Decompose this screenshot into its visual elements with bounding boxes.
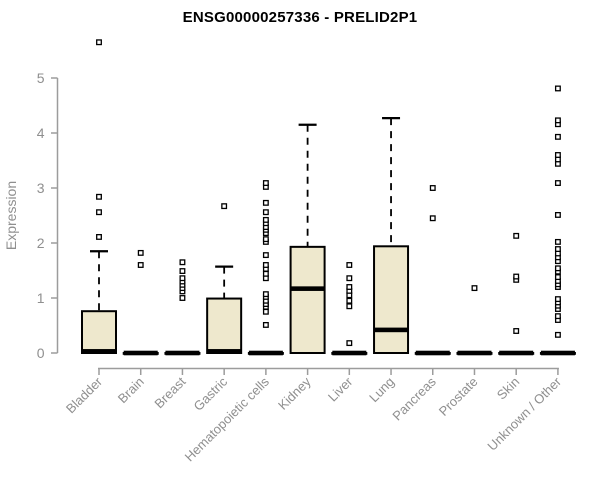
median-Kidney: [290, 286, 325, 291]
outlier-point: [262, 270, 269, 277]
outlier-point: [262, 262, 269, 268]
y-tick-label: 0: [37, 345, 45, 361]
outlier-point: [262, 308, 269, 315]
x-category-label: Pancreas: [389, 374, 439, 424]
outlier-point: [262, 252, 269, 259]
outlier-point: [513, 232, 520, 239]
outlier-point: [346, 340, 353, 347]
median-Brain: [123, 350, 158, 356]
outlier-point: [554, 265, 561, 272]
outlier-point: [262, 180, 269, 186]
outlier-point: [554, 211, 561, 218]
outlier-point: [137, 249, 144, 256]
outlier-point: [346, 275, 353, 282]
outlier-point: [221, 203, 228, 210]
outlier-point: [96, 209, 102, 216]
outlier-point: [554, 246, 561, 252]
box-Lung: [373, 245, 410, 354]
outlier-point: [179, 259, 186, 266]
x-category-label: Skin: [494, 374, 522, 402]
x-category-label: Unknown / Other: [484, 374, 564, 454]
x-category-label: Gastric: [191, 374, 231, 414]
outlier-point: [554, 238, 561, 245]
outlier-point: [554, 152, 561, 158]
x-category-label: Breast: [151, 374, 188, 411]
outlier-point: [346, 284, 353, 290]
x-category-label: Brain: [115, 374, 147, 406]
outlier-point: [346, 297, 353, 304]
y-tick-label: 4: [37, 125, 45, 141]
y-axis-title: Expression: [3, 181, 19, 250]
outlier-point: [554, 313, 561, 320]
outlier-point: [554, 180, 561, 186]
outlier-point: [262, 199, 269, 206]
median-Skin: [499, 350, 534, 356]
outlier-point: [96, 233, 102, 240]
median-Lung: [374, 327, 409, 333]
x-category-label: Kidney: [275, 374, 314, 413]
box-Gastric: [206, 297, 243, 354]
outlier-point: [179, 275, 186, 282]
outlier-point: [471, 285, 478, 292]
outlier-point: [179, 268, 186, 274]
outlier-point: [429, 215, 436, 222]
outlier-point: [346, 303, 353, 310]
outlier-point: [554, 133, 561, 140]
x-category-label: Bladder: [63, 374, 106, 417]
x-category-label: Lung: [366, 374, 397, 405]
outlier-point: [554, 296, 561, 303]
outlier-point: [554, 117, 561, 124]
y-tick-label: 2: [37, 235, 45, 251]
outlier-point: [96, 193, 102, 200]
median-Liver: [332, 350, 367, 356]
outlier-point: [96, 39, 102, 46]
outlier-point: [179, 295, 186, 301]
outlier-point: [429, 185, 436, 191]
outlier-point: [513, 273, 520, 280]
outlier-point: [262, 236, 269, 243]
median-Unknown / Other: [540, 350, 575, 356]
outlier-point: [554, 85, 561, 92]
outlier-point: [262, 209, 269, 216]
outlier-point: [554, 274, 561, 281]
y-tick-label: 3: [37, 180, 45, 196]
x-category-label: Liver: [325, 374, 356, 405]
y-tick-label: 5: [37, 70, 45, 86]
median-Bladder: [82, 349, 116, 354]
box-Bladder: [81, 310, 117, 355]
median-Gastric: [207, 349, 242, 354]
outlier-point: [513, 328, 520, 334]
outlier-point: [262, 291, 269, 298]
chart-title: ENSG00000257336 - PRELID2P1: [182, 9, 418, 26]
box-Kidney: [289, 245, 326, 355]
median-Prostate: [457, 350, 492, 356]
median-Hematopoietic cells: [248, 350, 283, 356]
y-tick-label: 1: [37, 290, 45, 306]
median-Breast: [165, 350, 200, 356]
outlier-point: [346, 262, 353, 268]
outlier-point: [262, 216, 269, 223]
outlier-point: [554, 331, 561, 338]
x-category-label: Prostate: [436, 374, 481, 419]
outlier-point: [137, 262, 144, 268]
outlier-point: [262, 321, 269, 328]
median-Pancreas: [415, 350, 450, 356]
